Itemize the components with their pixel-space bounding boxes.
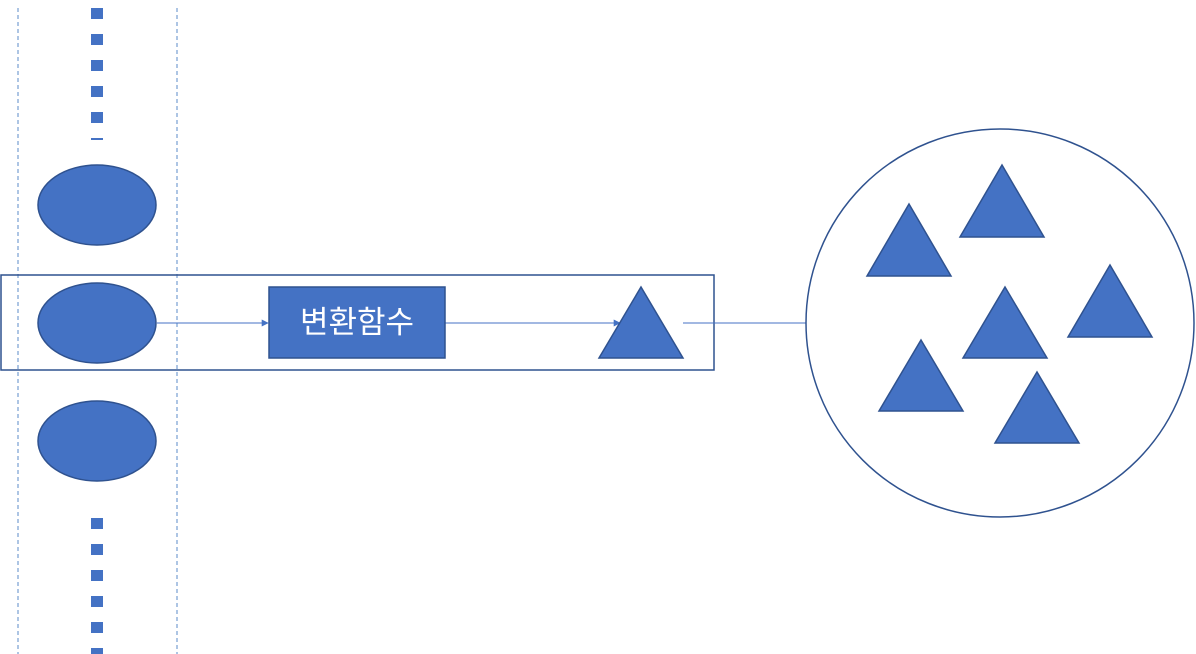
set-triangle-center (961, 285, 1049, 359)
set-triangle-top (958, 163, 1046, 238)
set-triangle-bottom (993, 370, 1081, 444)
function-box-rect (268, 286, 446, 359)
input-ellipse-bottom (37, 400, 157, 482)
function-box: 변환함수 (268, 286, 446, 359)
function-box-label: 변환함수 (300, 305, 414, 341)
set-triangle-lower-left (877, 338, 965, 412)
input-ellipse-middle (37, 282, 157, 364)
output-triangle (597, 285, 685, 359)
output-set (805, 128, 1195, 518)
input-ellipse-top (37, 164, 157, 246)
set-triangle-upper-left (865, 202, 953, 277)
set-triangle-right (1066, 263, 1154, 338)
